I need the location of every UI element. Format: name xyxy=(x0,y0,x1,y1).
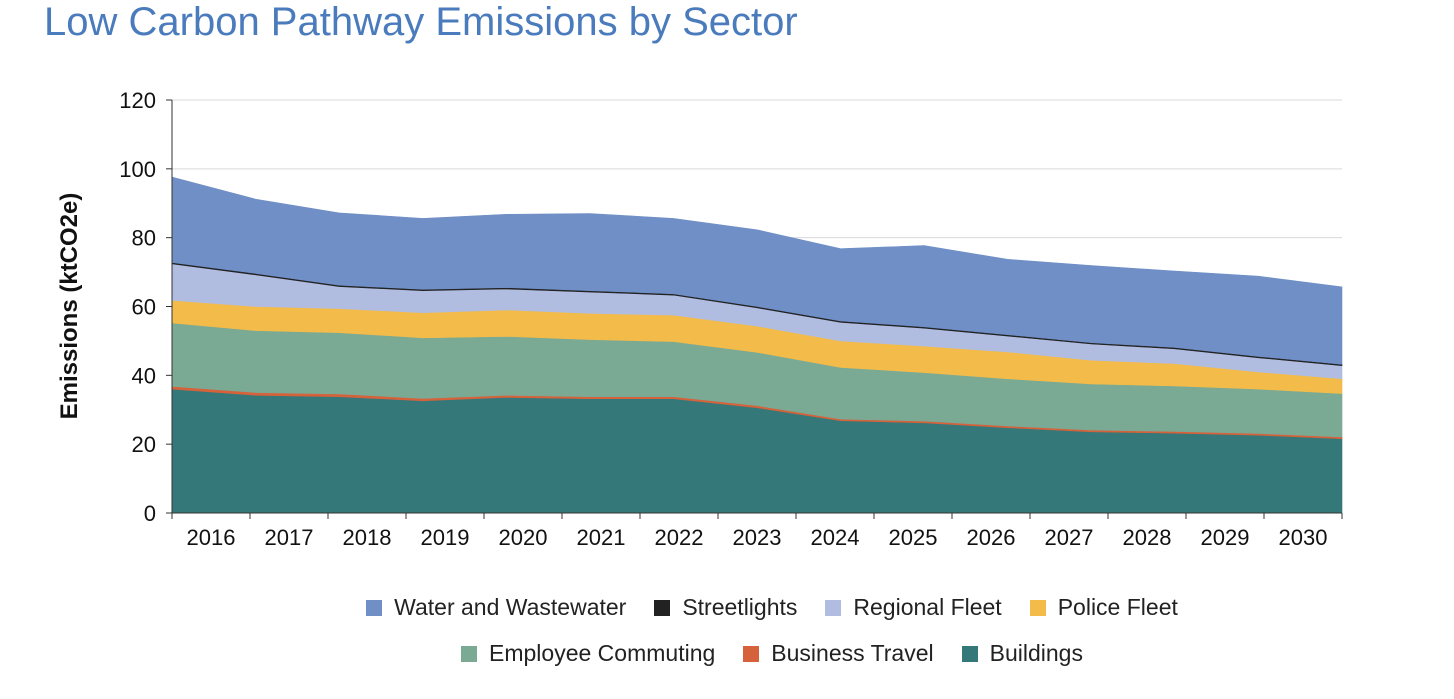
legend-label: Business Travel xyxy=(771,640,934,666)
y-tick-label: 40 xyxy=(132,363,156,388)
legend-label: Streetlights xyxy=(682,594,798,620)
legend-swatch xyxy=(366,599,383,616)
legend-swatch xyxy=(654,599,671,616)
chart-title: Low Carbon Pathway Emissions by Sector xyxy=(44,0,798,44)
y-tick-label: 80 xyxy=(132,226,156,251)
legend-swatch xyxy=(461,645,478,662)
axes: 0 20 40 60 80 100 120 2016 2017 2018 2019 2020 2021 2… xyxy=(119,88,1343,550)
x-tick-label: 2027 xyxy=(1045,525,1094,550)
legend-label: Regional Fleet xyxy=(853,594,1002,620)
y-tick-label: 100 xyxy=(119,157,156,182)
legend-label: Employee Commuting xyxy=(489,640,716,666)
x-tick-label: 2022 xyxy=(655,525,704,550)
x-tick-label: 2020 xyxy=(499,525,548,550)
x-tick-label: 2024 xyxy=(811,525,860,550)
legend-swatch xyxy=(961,645,978,662)
x-tick-label: 2026 xyxy=(967,525,1016,550)
legend-label: Police Fleet xyxy=(1057,594,1178,620)
legend-item-employee-commuting: Employee Commuting xyxy=(461,640,715,667)
area-water-and-wastewater xyxy=(171,176,1343,365)
y-tick-label: 60 xyxy=(132,295,156,320)
legend-row-2: Employee Commuting Business Travel Buildin… xyxy=(0,640,1454,667)
legend-swatch xyxy=(743,645,760,662)
x-tick-label: 2018 xyxy=(343,525,392,550)
legend-item-streetlights: Streetlights xyxy=(654,594,797,621)
y-tick-label: 120 xyxy=(119,88,156,113)
legend-swatch xyxy=(825,599,842,616)
y-tick-label: 20 xyxy=(132,432,156,457)
legend-item-regional-fleet: Regional Fleet xyxy=(825,594,1002,621)
x-tick-label: 2028 xyxy=(1123,525,1172,550)
x-tick-label: 2029 xyxy=(1201,525,1250,550)
legend-label: Buildings xyxy=(989,640,1083,666)
x-tick-label: 2023 xyxy=(733,525,782,550)
legend-item-buildings: Buildings xyxy=(961,640,1083,667)
x-tick-label: 2017 xyxy=(265,525,314,550)
legend-item-police-fleet: Police Fleet xyxy=(1029,594,1178,621)
area-series xyxy=(171,176,1343,514)
x-tick-label: 2019 xyxy=(421,525,470,550)
x-tick-label: 2021 xyxy=(577,525,626,550)
legend-swatch xyxy=(1029,599,1046,616)
legend-row-1: Water and Wastewater Streetlights Regional… xyxy=(0,594,1454,621)
x-tick-label: 2025 xyxy=(889,525,938,550)
x-tick-label: 2030 xyxy=(1279,525,1328,550)
legend-label: Water and Wastewater xyxy=(394,594,627,620)
x-tick-label: 2016 xyxy=(187,525,236,550)
y-tick-label: 0 xyxy=(144,501,156,526)
y-axis-label: Emissions (ktCO2e) xyxy=(56,193,83,420)
legend-item-water-and-wastewater: Water and Wastewater xyxy=(366,594,626,621)
legend-item-business-travel: Business Travel xyxy=(743,640,934,667)
